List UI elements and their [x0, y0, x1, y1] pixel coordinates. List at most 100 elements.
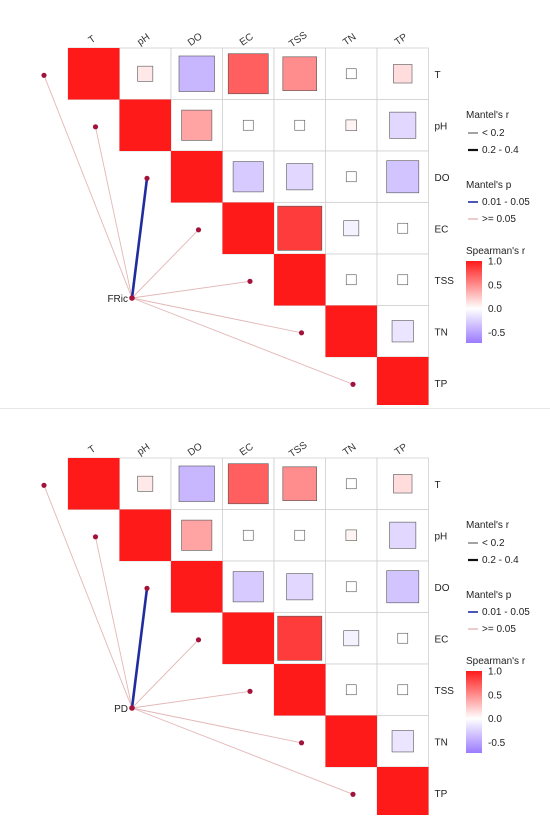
mantel-link-T [43, 485, 133, 709]
heatmap-cell-EC-TN [343, 220, 360, 237]
heatmap-cell-pH-TP [389, 521, 417, 549]
legend: Mantel's r < 0.2 0.2 - 0.4 Mantel's p 0.01 -… [466, 520, 530, 753]
mantel-network: FRic [41, 72, 356, 387]
legend-colorbar-tick-0: 1.0 [488, 257, 502, 268]
heatmap-cell-pH-EC [242, 119, 254, 131]
col-label-pH: pH [135, 32, 152, 48]
mantel-link-EC [131, 639, 199, 709]
mantel-endpoint-TN [298, 740, 305, 746]
legend-mantel-p-item-0: 0.01 - 0.05 [482, 607, 530, 618]
row-label-TP: TP [435, 379, 448, 390]
row-label-EC: EC [435, 634, 449, 645]
heatmap-cell-EC-EC [222, 202, 274, 254]
heatmap-cell-T-DO [178, 55, 215, 92]
heatmap-cell-TN-TP [391, 320, 414, 343]
mantel-link-DO [130, 178, 149, 299]
heatmap-cell-T-T [68, 48, 120, 100]
row-label-TSS: TSS [435, 686, 455, 697]
mantel-endpoint-TSS [247, 278, 253, 284]
mantel-node-label: PD [114, 704, 128, 715]
legend-colorbar [466, 671, 482, 753]
heatmap-cell-T-pH [137, 475, 154, 492]
row-label-T: T [435, 70, 441, 81]
heatmap-cell-DO-DO [171, 561, 223, 613]
heatmap-cell-EC-TN [343, 630, 360, 647]
heatmap-cell-pH-pH [119, 509, 171, 561]
heatmap-cell-T-TN [345, 68, 357, 80]
mantel-link-TSS [131, 690, 251, 709]
legend-mantel-p-item-0: 0.01 - 0.05 [482, 197, 530, 208]
heatmap-cell-pH-DO [181, 519, 213, 551]
heatmap-cell-EC-TP [397, 222, 409, 234]
heatmap-cell-pH-TSS [294, 529, 306, 541]
mantel-endpoint-TSS [247, 688, 253, 694]
heatmap-cell-DO-TN [345, 581, 357, 593]
legend-mantel-r-item-1: 0.2 - 0.4 [482, 555, 519, 566]
col-label-EC: EC [238, 31, 256, 48]
mantel-link-DO [130, 588, 149, 709]
mantel-endpoint-T [41, 72, 47, 78]
mantel-link-pH [95, 536, 133, 709]
heatmap-cell-T-TSS [282, 56, 317, 91]
mantel-node [129, 295, 135, 301]
heatmap-cell-EC-TSS [277, 615, 323, 661]
mantel-endpoint-EC [195, 227, 202, 233]
mantel-link-TP [131, 297, 354, 385]
row-label-DO: DO [435, 583, 450, 594]
mantel-endpoint-DO [144, 585, 150, 591]
col-label-DO: DO [186, 441, 205, 459]
mantel-endpoint-TP [350, 381, 356, 387]
col-label-EC: EC [238, 441, 256, 458]
legend-mantel-p-item-1: >= 0.05 [482, 624, 516, 635]
row-label-TSS: TSS [435, 276, 455, 287]
heatmap-cell-TSS-TSS [274, 254, 326, 306]
mantel-link-T [43, 75, 133, 299]
heatmap-cell-T-EC [227, 463, 269, 505]
heatmap-cell-DO-TP [386, 570, 420, 604]
col-label-TP: TP [393, 32, 410, 49]
legend-colorbar [466, 261, 482, 343]
row-label-TP: TP [435, 789, 448, 800]
legend-colorbar-tick-3: -0.5 [488, 738, 506, 749]
heatmap-grid [67, 457, 429, 815]
row-label-EC: EC [435, 224, 449, 235]
heatmap-cell-T-pH [137, 65, 154, 82]
mantel-endpoint-pH [92, 124, 99, 130]
legend-mantel-r-item-1: 0.2 - 0.4 [482, 145, 519, 156]
heatmap-cell-pH-EC [242, 529, 254, 541]
heatmap-cell-TSS-TN [345, 274, 357, 286]
legend-mantel-r-title: Mantel's r [466, 520, 510, 531]
legend-spearman-title: Spearman's r [466, 246, 526, 257]
mantel-link-EC [131, 229, 199, 299]
heatmap-cell-TSS-TN [345, 684, 357, 696]
heatmap-cell-DO-TP [386, 160, 420, 194]
mantel-node-label: FRic [107, 294, 128, 305]
heatmap-cell-DO-TN [345, 171, 357, 183]
heatmap-cell-TSS-TSS [274, 664, 326, 716]
mantel-endpoint-EC [195, 637, 202, 643]
mantel-link-pH [95, 126, 133, 299]
row-label-pH: pH [435, 531, 448, 542]
heatmap-cell-EC-TSS [277, 205, 323, 251]
row-label-TN: TN [435, 327, 448, 338]
mantel-network: PD [41, 482, 356, 797]
heatmap-cell-pH-TP [389, 111, 417, 139]
mantel-link-TN [131, 707, 302, 744]
heatmap-cell-TN-TP [391, 730, 414, 753]
legend: Mantel's r < 0.2 0.2 - 0.4 Mantel's p 0.01 -… [466, 110, 530, 343]
heatmap-cell-T-EC [227, 53, 269, 95]
legend-colorbar-tick-1: 0.5 [488, 280, 502, 291]
legend-mantel-r-item-0: < 0.2 [482, 538, 505, 549]
heatmap-cell-T-TP [393, 64, 413, 84]
heatmap-cell-TSS-TP [397, 684, 409, 696]
mantel-node [129, 705, 135, 711]
heatmap-cell-TP-TP [377, 767, 429, 815]
row-label-DO: DO [435, 173, 450, 184]
mantel-link-TN [131, 297, 302, 334]
mantel-endpoint-T [41, 482, 47, 488]
mantel-endpoint-DO [144, 175, 150, 181]
heatmap-cell-TSS-TP [397, 274, 409, 286]
legend-colorbar-tick-2: 0.0 [488, 304, 502, 315]
